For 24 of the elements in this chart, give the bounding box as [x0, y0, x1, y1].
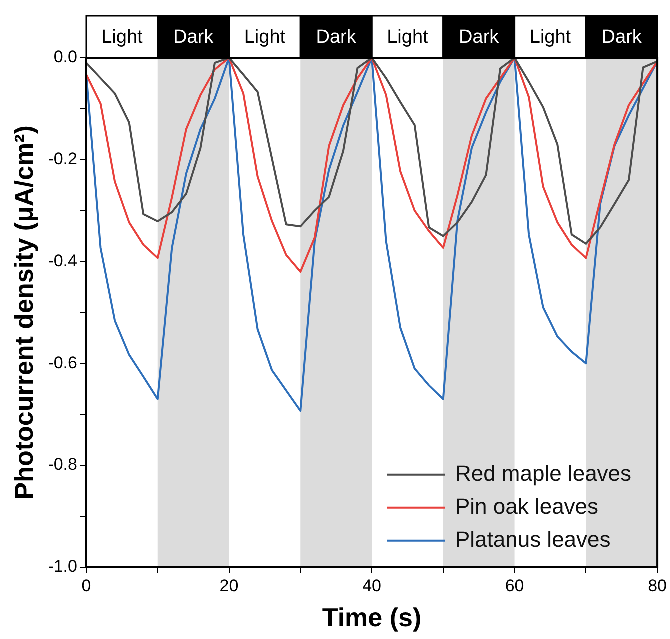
x-tick-label: 80: [648, 576, 668, 596]
y-axis-title: Photocurrent density (μA/cm²): [8, 126, 39, 500]
band-label: Dark: [174, 27, 214, 48]
text: Light: [387, 27, 430, 48]
band-label: Dark: [316, 27, 357, 48]
y-tick-label: 0.0: [54, 48, 78, 67]
y-tick-label: -0.4: [48, 251, 78, 270]
x-tick-label: 40: [362, 576, 382, 596]
band-label: Dark: [602, 27, 642, 48]
y-tick-label: -0.6: [48, 353, 78, 372]
x-tick-label: 20: [220, 576, 239, 596]
text: Light: [244, 27, 286, 48]
y-tick-label: -1.0: [48, 557, 78, 576]
text: Light: [530, 27, 572, 48]
band-label: Dark: [459, 27, 500, 48]
legend-label: Platanus leaves: [455, 526, 611, 552]
legend-label: Red maple leaves: [455, 460, 632, 486]
y-tick-label: -0.8: [48, 455, 78, 474]
x-tick-label: 0: [82, 576, 92, 596]
y-tick-label: -0.2: [48, 150, 78, 169]
legend-label: Pin oak leaves: [455, 494, 599, 519]
x-axis-title: Time (s): [322, 602, 422, 633]
text: Light: [102, 27, 144, 48]
x-tick-label: 60: [505, 576, 524, 596]
